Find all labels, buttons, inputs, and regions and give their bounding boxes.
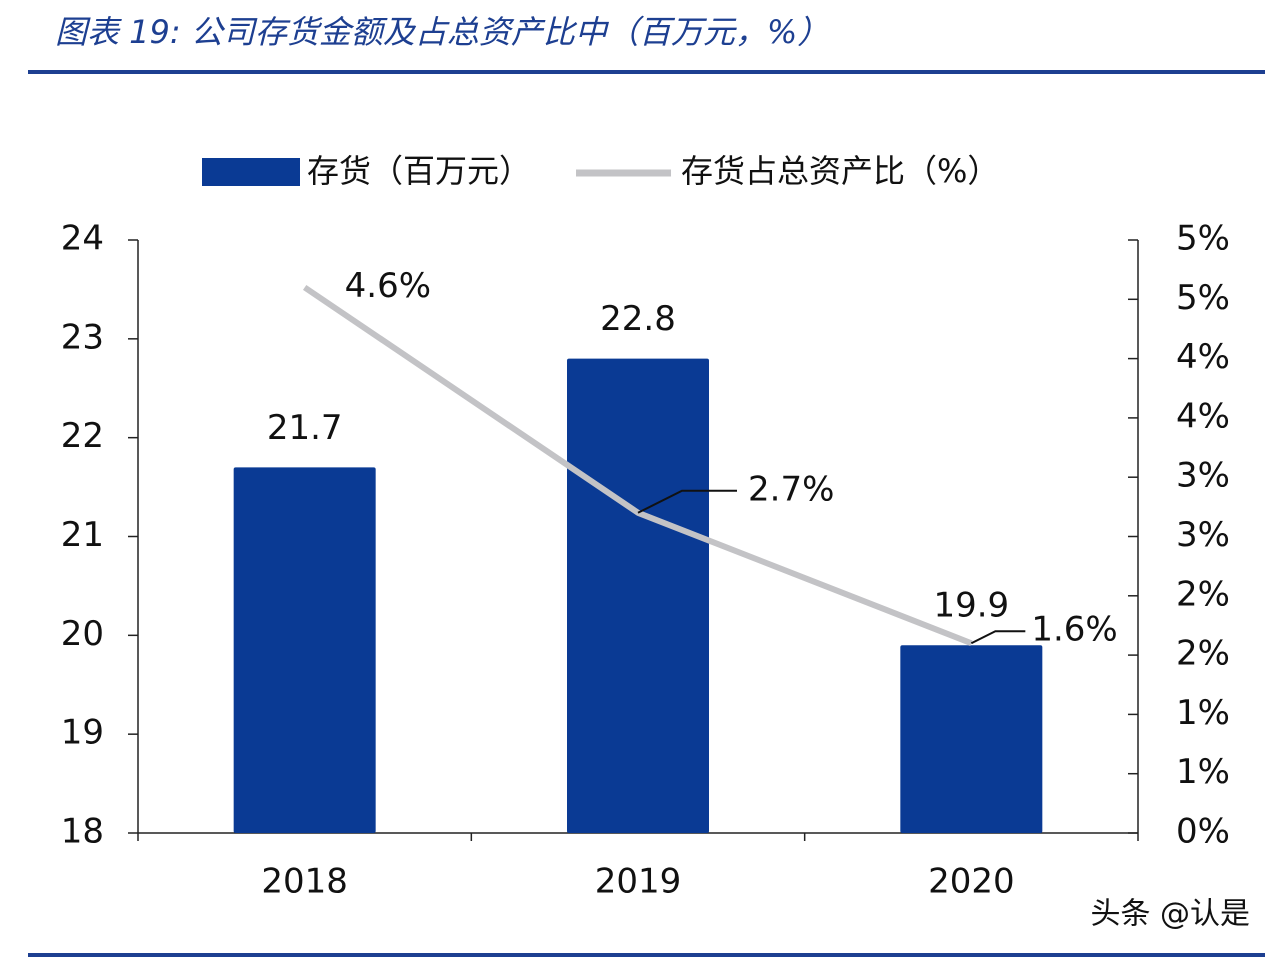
bar <box>900 645 1043 833</box>
bar-value-label: 22.8 <box>600 299 676 339</box>
x-tick-label: 2018 <box>261 862 348 902</box>
leader-line <box>970 630 1026 645</box>
bottom-rule <box>28 953 1265 957</box>
line-value-label: 1.6% <box>1031 610 1117 650</box>
y-tick-label: 18 <box>61 812 104 852</box>
y2-tick-label: 4% <box>1176 337 1230 377</box>
y-tick-label: 20 <box>61 614 104 654</box>
y2-tick-label: 5% <box>1176 278 1230 318</box>
legend-label: 存货占总资产比（%） <box>681 152 999 190</box>
y2-tick-label: 2% <box>1176 574 1230 614</box>
y-tick-label: 19 <box>61 713 104 753</box>
y2-tick-label: 2% <box>1176 634 1230 674</box>
y-tick-label: 22 <box>61 416 104 456</box>
chart-title: 图表 19: 公司存货金额及占总资产比中（百万元，%） <box>55 13 829 51</box>
legend-swatch <box>202 158 300 186</box>
bar-value-label: 21.7 <box>267 408 343 448</box>
y2-tick-label: 4% <box>1176 396 1230 436</box>
line-value-label: 4.6% <box>345 266 431 306</box>
bar <box>233 467 376 833</box>
y-tick-label: 21 <box>61 515 104 555</box>
y-tick-label: 24 <box>61 219 104 259</box>
line <box>302 284 973 647</box>
y2-tick-label: 3% <box>1176 515 1230 555</box>
x-tick-label: 2019 <box>595 862 682 902</box>
y2-tick-label: 5% <box>1176 219 1230 259</box>
y2-tick-label: 1% <box>1176 693 1230 733</box>
leader-line <box>637 489 737 514</box>
bar-value-label: 19.9 <box>933 586 1009 626</box>
y2-tick-label: 3% <box>1176 456 1230 496</box>
title-rule <box>28 70 1265 74</box>
y2-tick-label: 0% <box>1176 812 1230 852</box>
watermark: 头条 @认是 <box>1090 897 1250 932</box>
line-value-label: 2.7% <box>748 469 834 509</box>
x-tick-label: 2020 <box>928 862 1015 902</box>
y2-tick-label: 1% <box>1176 752 1230 792</box>
bar <box>567 358 709 833</box>
y-tick-label: 23 <box>61 317 104 357</box>
legend-label: 存货（百万元） <box>307 152 531 190</box>
